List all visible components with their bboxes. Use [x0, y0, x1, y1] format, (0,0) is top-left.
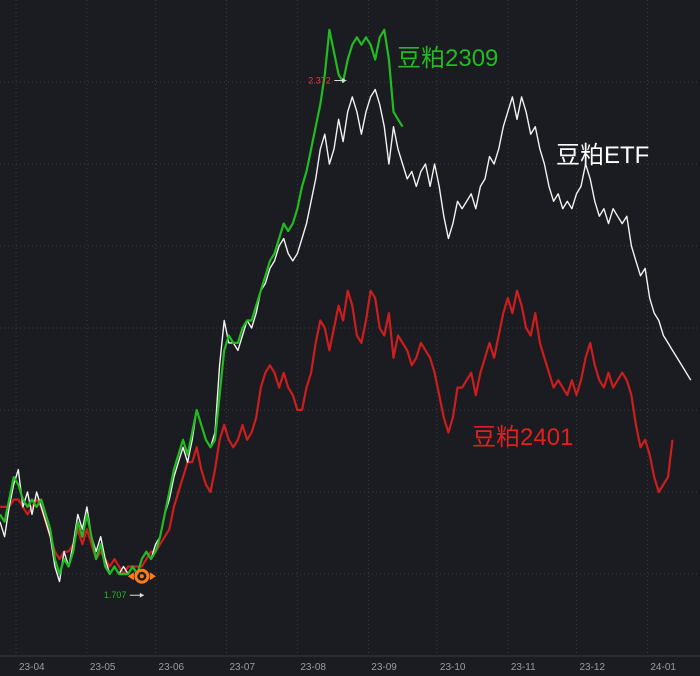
x-tick-label: 23-05 [90, 662, 116, 673]
x-tick-label: 23-04 [19, 662, 45, 673]
x-tick-label: 23-10 [440, 662, 466, 673]
series-label-2309: 豆粕2309 [397, 45, 498, 72]
x-tick-label: 23-07 [229, 662, 255, 673]
x-tick-label: 23-09 [371, 662, 397, 673]
x-tick-label: 24-01 [650, 662, 676, 673]
series-label-2401: 豆粕2401 [472, 424, 573, 451]
low-marker-dot [139, 574, 144, 579]
x-tick-label: 23-12 [579, 662, 605, 673]
low-pointer-arrow [139, 592, 144, 598]
series-label-etf: 豆粕ETF [556, 142, 649, 169]
low-marker-right-arrow [149, 572, 156, 581]
high-value-label: 2.372 [308, 76, 331, 86]
high-pointer-arrow [342, 78, 347, 84]
x-axis-ticks: 23-04 23-05 23-06 23-07 23-08 23-09 23-10 23-11… [0, 655, 700, 673]
series-line-2309 [0, 28, 404, 576]
series-line-2401 [0, 289, 674, 576]
x-tick-label: 23-06 [159, 662, 185, 673]
low-marker-left-arrow [127, 572, 134, 581]
x-tick-label: 23-11 [511, 662, 536, 673]
series-lines [0, 28, 692, 583]
low-marker-ring [134, 568, 150, 584]
annotations: 2.372 1.707 [104, 76, 347, 600]
low-value-label: 1.707 [104, 590, 127, 600]
x-tick-label: 23-08 [300, 662, 326, 673]
